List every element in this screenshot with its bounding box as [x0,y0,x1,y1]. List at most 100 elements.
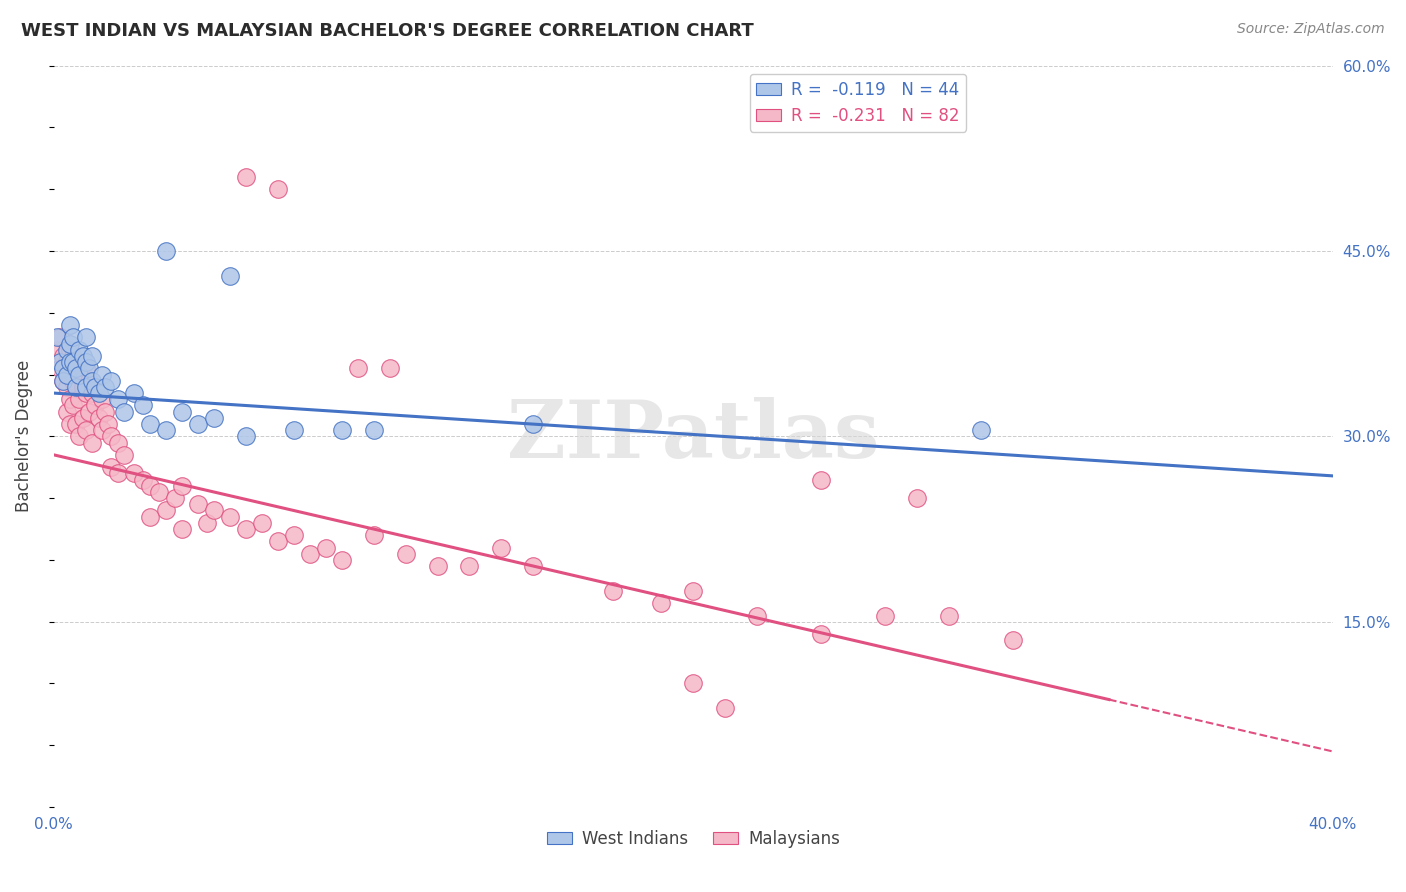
Point [62,355,84,369]
Point [165,491,187,505]
Point [77,404,100,418]
Point [187,417,209,431]
Text: Source: ZipAtlas.com: Source: ZipAtlas.com [1237,22,1385,37]
Point [1002,633,1025,648]
Point [905,491,928,505]
Point [266,534,288,549]
Point [330,553,353,567]
Point [170,404,193,418]
Point [378,361,401,376]
Point [122,467,145,481]
Point [132,473,155,487]
Point [94,404,117,418]
Point [90,368,112,382]
Point [62,330,84,344]
Point [67,392,90,407]
Point [52,374,75,388]
Point [250,516,273,530]
Point [394,547,416,561]
Point [122,386,145,401]
Point [87,386,110,401]
Point [132,399,155,413]
Point [52,361,75,376]
Point [100,460,122,475]
Point [59,336,82,351]
Point [155,503,177,517]
Point [67,429,90,443]
Point [75,330,97,344]
Point [682,583,704,598]
Point [84,380,107,394]
Point [65,361,87,376]
Point [82,374,104,388]
Point [235,522,257,536]
Point [59,355,82,369]
Point [55,343,77,357]
Point [59,368,82,382]
Point [46,330,69,344]
Point [363,528,385,542]
Point [107,392,129,407]
Point [65,380,87,394]
Point [67,368,90,382]
Point [62,349,84,363]
Point [875,608,897,623]
Point [82,349,104,363]
Point [195,516,218,530]
Point [55,404,77,418]
Text: ZIPatlas: ZIPatlas [508,397,879,475]
Point [49,330,72,344]
Point [139,417,162,431]
Legend: West Indians, Malaysians: West Indians, Malaysians [540,823,846,855]
Point [810,473,832,487]
Point [87,410,110,425]
Point [458,559,481,574]
Point [283,528,305,542]
Point [52,374,75,388]
Point [112,404,135,418]
Point [218,509,240,524]
Point [62,374,84,388]
Point [682,676,704,690]
Point [75,355,97,369]
Point [49,361,72,376]
Point [90,392,112,407]
Point [139,509,162,524]
Point [148,485,170,500]
Point [90,423,112,437]
Point [67,343,90,357]
Point [491,541,513,555]
Point [75,423,97,437]
Point [426,559,449,574]
Point [283,423,305,437]
Point [330,423,353,437]
Point [75,380,97,394]
Point [100,429,122,443]
Point [72,410,94,425]
Point [155,423,177,437]
Point [65,380,87,394]
Point [77,361,100,376]
Point [55,355,77,369]
Point [170,522,193,536]
Point [202,410,225,425]
Point [107,435,129,450]
Point [346,361,368,376]
Point [59,417,82,431]
Point [112,448,135,462]
Point [62,399,84,413]
Point [49,355,72,369]
Point [602,583,624,598]
Point [202,503,225,517]
Point [187,497,209,511]
Point [52,349,75,363]
Point [67,368,90,382]
Point [810,627,832,641]
Point [55,380,77,394]
Point [94,380,117,394]
Point [139,479,162,493]
Point [59,318,82,332]
Point [97,417,120,431]
Point [77,374,100,388]
Point [650,596,672,610]
